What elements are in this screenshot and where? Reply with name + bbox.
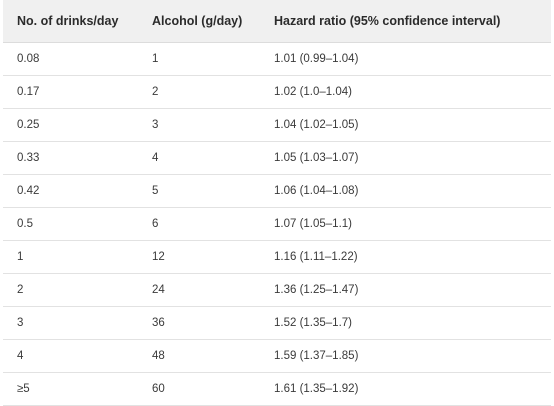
table-row: 4 48 1.59 (1.37–1.85) [3, 339, 551, 373]
cell-hazard-ratio: 1.01 (0.99–1.04) [260, 42, 551, 76]
table-row: 0.5 6 1.07 (1.05–1.1) [3, 207, 551, 241]
cell-drinks: 0.33 [3, 141, 138, 175]
table-row: 0.25 3 1.04 (1.02–1.05) [3, 108, 551, 142]
cell-hazard-ratio: 1.61 (1.35–1.92) [260, 372, 551, 406]
cell-alcohol: 2 [138, 75, 260, 109]
table-row: 3 36 1.52 (1.35–1.7) [3, 306, 551, 340]
cell-drinks: 0.08 [3, 42, 138, 76]
column-header-hazard-ratio: Hazard ratio (95% confidence interval) [260, 0, 551, 43]
cell-drinks: 4 [3, 339, 138, 373]
cell-hazard-ratio: 1.36 (1.25–1.47) [260, 273, 551, 307]
cell-alcohol: 5 [138, 174, 260, 208]
cell-drinks: 2 [3, 273, 138, 307]
cell-drinks: ≥5 [3, 372, 138, 406]
cell-hazard-ratio: 1.06 (1.04–1.08) [260, 174, 551, 208]
hazard-ratio-table: No. of drinks/day Alcohol (g/day) Hazard… [3, 0, 551, 406]
cell-drinks: 0.5 [3, 207, 138, 241]
cell-drinks: 1 [3, 240, 138, 274]
cell-hazard-ratio: 1.16 (1.11–1.22) [260, 240, 551, 274]
cell-alcohol: 36 [138, 306, 260, 340]
table-row: ≥5 60 1.61 (1.35–1.92) [3, 372, 551, 406]
table-row: 1 12 1.16 (1.11–1.22) [3, 240, 551, 274]
cell-alcohol: 3 [138, 108, 260, 142]
header-row: No. of drinks/day Alcohol (g/day) Hazard… [3, 0, 551, 43]
table-row: 0.42 5 1.06 (1.04–1.08) [3, 174, 551, 208]
cell-hazard-ratio: 1.52 (1.35–1.7) [260, 306, 551, 340]
cell-alcohol: 60 [138, 372, 260, 406]
cell-hazard-ratio: 1.59 (1.37–1.85) [260, 339, 551, 373]
table-row: 0.17 2 1.02 (1.0–1.04) [3, 75, 551, 109]
cell-hazard-ratio: 1.02 (1.0–1.04) [260, 75, 551, 109]
cell-alcohol: 48 [138, 339, 260, 373]
cell-alcohol: 6 [138, 207, 260, 241]
cell-drinks: 0.42 [3, 174, 138, 208]
column-header-drinks: No. of drinks/day [3, 0, 138, 43]
cell-alcohol: 4 [138, 141, 260, 175]
table-header: No. of drinks/day Alcohol (g/day) Hazard… [3, 0, 551, 43]
cell-hazard-ratio: 1.04 (1.02–1.05) [260, 108, 551, 142]
table-row: 2 24 1.36 (1.25–1.47) [3, 273, 551, 307]
cell-drinks: 3 [3, 306, 138, 340]
cell-drinks: 0.25 [3, 108, 138, 142]
cell-drinks: 0.17 [3, 75, 138, 109]
cell-hazard-ratio: 1.05 (1.03–1.07) [260, 141, 551, 175]
table-row: 0.33 4 1.05 (1.03–1.07) [3, 141, 551, 175]
cell-hazard-ratio: 1.07 (1.05–1.1) [260, 207, 551, 241]
column-header-alcohol: Alcohol (g/day) [138, 0, 260, 43]
cell-alcohol: 24 [138, 273, 260, 307]
table-row: 0.08 1 1.01 (0.99–1.04) [3, 42, 551, 76]
table-body: 0.08 1 1.01 (0.99–1.04) 0.17 2 1.02 (1.0… [3, 42, 551, 406]
cell-alcohol: 12 [138, 240, 260, 274]
data-table-container: No. of drinks/day Alcohol (g/day) Hazard… [3, 0, 551, 406]
cell-alcohol: 1 [138, 42, 260, 76]
